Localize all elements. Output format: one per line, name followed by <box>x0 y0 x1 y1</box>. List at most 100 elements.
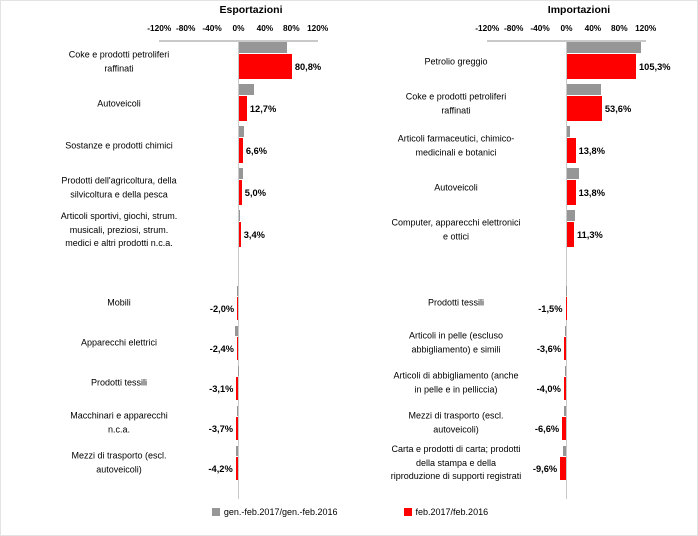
zero-axis-line <box>566 41 567 499</box>
bar-feb <box>562 417 567 440</box>
value-label: 80,8% <box>294 61 322 72</box>
legend-label-feb: feb.2017/feb.2016 <box>415 507 489 517</box>
axis-tick-label: 80% <box>282 23 300 33</box>
bar-feb <box>563 377 567 400</box>
bar-feb <box>237 297 239 320</box>
bar-feb <box>566 180 576 205</box>
bar-gen-feb <box>566 42 642 53</box>
value-label: 105,3% <box>638 61 671 72</box>
bar-feb <box>236 417 239 440</box>
category-label: Articoli sportivi, giochi, strum. musica… <box>60 210 178 248</box>
bar-feb <box>566 222 574 247</box>
bar-gen-feb <box>237 366 239 376</box>
axis-tick-label: -80% <box>176 23 196 33</box>
chart-legend: gen.-feb.2017/gen.-feb.2016 feb.2017/feb… <box>1 507 697 517</box>
x-axis-line <box>159 40 318 42</box>
value-label: 11,3% <box>576 229 603 240</box>
bar-gen-feb <box>234 326 239 336</box>
axis-tick-label: -80% <box>504 23 524 33</box>
axis-tick-label: 0% <box>560 23 573 33</box>
chart-title-importazioni: Importazioni <box>547 4 611 16</box>
bar-feb <box>238 222 241 247</box>
category-label: Prodotti tessili <box>90 377 148 388</box>
bar-gen-feb <box>565 286 567 296</box>
value-label: -4,0% <box>536 383 561 394</box>
bar-feb <box>236 377 239 400</box>
category-label: Coke e prodotti petroliferi raffinati <box>68 49 170 74</box>
bar-feb <box>560 457 567 480</box>
axis-tick-label: 120% <box>307 23 329 33</box>
bar-gen-feb <box>238 126 245 137</box>
value-label: 13,8% <box>578 187 605 198</box>
axis-tick-label: 0% <box>232 23 245 33</box>
axis-tick-label: 40% <box>256 23 274 33</box>
value-label: 3,4% <box>243 229 265 240</box>
bar-feb <box>238 96 247 121</box>
chart-title-esportazioni: Esportazioni <box>219 4 283 16</box>
category-label: Articoli farmaceutici, chimico- medicina… <box>397 133 515 158</box>
axis-tick-label: -40% <box>530 23 550 33</box>
legend-swatch-red-icon <box>403 508 412 516</box>
category-label: Mezzi di trasporto (escl. autoveicoli) <box>408 410 504 435</box>
axis-tick-label: -120% <box>475 23 500 33</box>
zero-axis-line <box>238 41 239 499</box>
legend-label-gen-feb: gen.-feb.2017/gen.-feb.2016 <box>223 507 338 517</box>
bar-feb <box>564 337 567 360</box>
bar-feb <box>566 138 576 163</box>
bar-gen-feb <box>238 42 287 53</box>
bar-gen-feb <box>563 446 567 456</box>
legend-item-feb: feb.2017/feb.2016 <box>403 507 489 517</box>
value-label: 6,6% <box>245 145 268 156</box>
value-label: -3,7% <box>208 423 234 434</box>
bar-feb <box>238 180 242 205</box>
category-label: Autoveicoli <box>97 98 141 109</box>
bar-gen-feb <box>566 210 576 221</box>
category-label: Carta e prodotti di carta; prodotti dell… <box>390 443 522 481</box>
bar-feb <box>238 54 292 79</box>
category-label: Coke e prodotti petroliferi raffinati <box>405 91 507 116</box>
x-axis-line <box>487 40 646 42</box>
value-label: 53,6% <box>604 103 632 114</box>
bar-feb <box>236 337 239 360</box>
category-label: Autoveicoli <box>434 182 478 193</box>
bar-gen-feb <box>566 84 602 95</box>
value-label: -3,1% <box>209 383 234 394</box>
category-label: Articoli di abbigliamento (anche in pell… <box>393 370 519 395</box>
bar-feb <box>235 457 239 480</box>
axis-tick-label: 40% <box>584 23 602 33</box>
bar-gen-feb <box>238 210 240 221</box>
bar-gen-feb <box>236 406 239 416</box>
bar-gen-feb <box>566 126 571 137</box>
bar-feb <box>565 297 567 320</box>
axis-tick-label: -120% <box>147 23 172 33</box>
axis-tick-label: 120% <box>635 23 657 33</box>
bar-gen-feb <box>565 326 567 336</box>
value-label: -2,0% <box>209 303 235 314</box>
value-label: 12,7% <box>249 103 277 114</box>
value-label: -2,4% <box>209 343 234 354</box>
category-label: Petrolio greggio <box>424 56 488 67</box>
axis-tick-label: 80% <box>610 23 628 33</box>
category-label: Sostanze e prodotti chimici <box>65 140 173 151</box>
category-label: Mezzi di trasporto (escl. autoveicoli) <box>71 450 167 475</box>
legend-item-gen-feb: gen.-feb.2017/gen.-feb.2016 <box>211 507 338 517</box>
bar-gen-feb <box>564 366 567 376</box>
category-label: Prodotti dell'agricoltura, della silvico… <box>61 175 177 200</box>
bar-gen-feb <box>238 168 244 179</box>
category-label: Articoli in pelle (escluso abbigliamento… <box>408 330 504 355</box>
value-label: -3,6% <box>536 343 562 354</box>
bar-gen-feb <box>236 286 239 296</box>
category-label: Apparecchi elettrici <box>80 337 158 348</box>
bar-feb <box>238 138 243 163</box>
category-label: Computer, apparecchi elettronici e ottic… <box>391 217 521 242</box>
value-label: 13,8% <box>578 145 605 156</box>
bar-gen-feb <box>564 406 567 416</box>
axis-tick-label: -40% <box>202 23 222 33</box>
value-label: -4,2% <box>208 463 233 474</box>
category-label: Prodotti tessili <box>427 297 485 308</box>
bar-feb <box>566 54 636 79</box>
category-label: Macchinari e apparecchi n.c.a. <box>70 410 168 435</box>
